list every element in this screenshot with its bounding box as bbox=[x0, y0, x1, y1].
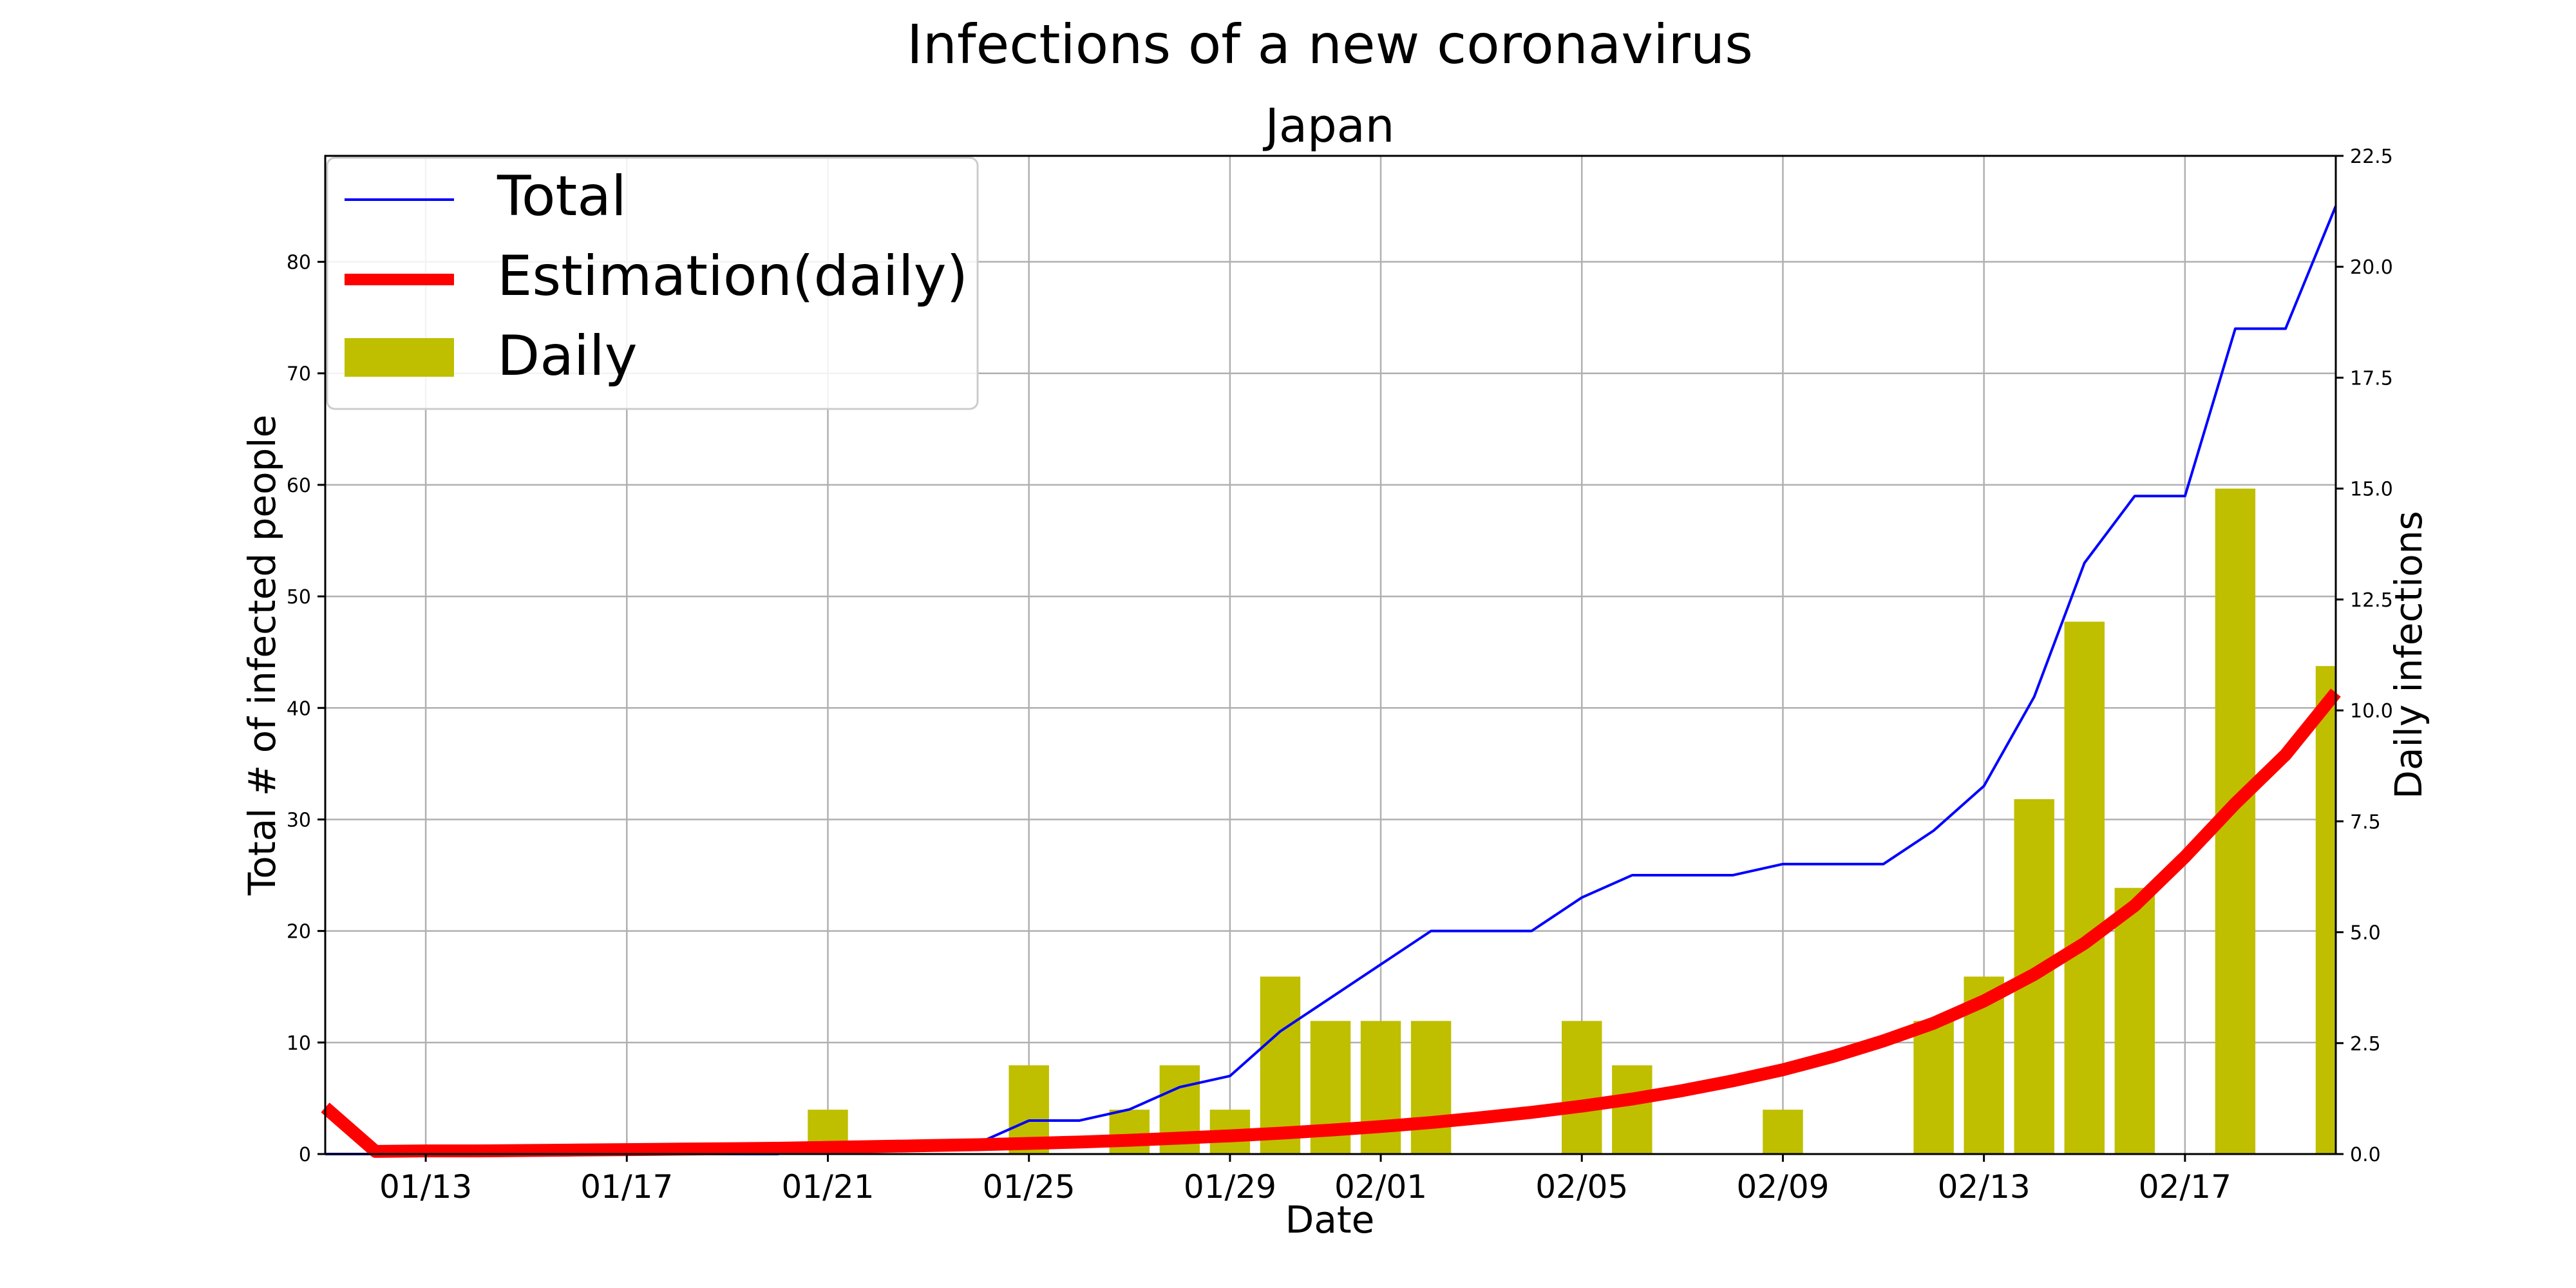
daily-bar bbox=[1260, 976, 1301, 1154]
legend-daily-label: Daily bbox=[497, 324, 638, 388]
left-tick-label: 20 bbox=[287, 921, 311, 943]
left-tick-label: 40 bbox=[287, 697, 311, 720]
right-axis-ticks: 0.0 2.5 5.0 7.5 10.0 12.5 15.0 17.5 20.0 22.5 bbox=[2336, 146, 2393, 1166]
right-tick-label: 7.5 bbox=[2350, 811, 2381, 833]
legend-daily-swatch bbox=[345, 338, 454, 377]
left-axis-ticks: 0 10 20 30 40 50 60 70 80 bbox=[287, 252, 325, 1166]
right-axis-label: Daily infections bbox=[2387, 511, 2430, 799]
daily-bar bbox=[1360, 1021, 1401, 1154]
daily-bar bbox=[2315, 666, 2336, 1154]
left-tick-label: 60 bbox=[287, 475, 311, 497]
x-axis-label: Date bbox=[1285, 1198, 1375, 1242]
right-tick-label: 5.0 bbox=[2350, 922, 2381, 945]
x-tick-label: 02/01 bbox=[1334, 1168, 1427, 1206]
daily-bar bbox=[1562, 1021, 1602, 1154]
right-tick-label: 15.0 bbox=[2350, 478, 2393, 501]
left-tick-label: 10 bbox=[287, 1032, 311, 1055]
daily-bars bbox=[808, 488, 2336, 1154]
left-tick-label: 0 bbox=[299, 1144, 311, 1166]
x-tick-label: 01/17 bbox=[580, 1168, 673, 1206]
daily-bar bbox=[1913, 1021, 1954, 1154]
x-tick-label: 02/13 bbox=[1938, 1168, 2031, 1206]
left-tick-label: 70 bbox=[287, 363, 311, 386]
x-tick-label: 02/17 bbox=[2139, 1168, 2231, 1206]
x-tick-label: 02/09 bbox=[1736, 1168, 1829, 1206]
chart-title: Infections of a new coronavirus bbox=[907, 13, 1753, 76]
plot-frame bbox=[324, 155, 2337, 1155]
daily-bar bbox=[1763, 1110, 1803, 1154]
x-tick-label: 01/25 bbox=[983, 1168, 1075, 1206]
daily-bar bbox=[1109, 1110, 1150, 1154]
x-tick-label: 01/13 bbox=[379, 1168, 472, 1206]
legend-total-label: Total bbox=[497, 164, 627, 229]
right-tick-label: 2.5 bbox=[2350, 1033, 2381, 1056]
left-axis-label: Total # of infected people bbox=[240, 415, 284, 896]
x-axis-ticks: 01/13 01/17 01/21 01/25 01/29 02/01 02/05 02/09… bbox=[379, 1154, 2231, 1206]
x-tick-label: 01/29 bbox=[1184, 1168, 1276, 1206]
right-tick-label: 0.0 bbox=[2350, 1144, 2381, 1166]
right-tick-label: 22.5 bbox=[2350, 146, 2393, 168]
legend: Total Estimation(daily) Daily bbox=[326, 156, 979, 410]
left-tick-label: 80 bbox=[287, 252, 311, 274]
right-tick-label: 20.0 bbox=[2350, 256, 2393, 279]
right-tick-label: 12.5 bbox=[2350, 589, 2393, 612]
right-tick-label: 10.0 bbox=[2350, 700, 2393, 723]
daily-bar bbox=[2114, 887, 2155, 1154]
legend-estimation-label: Estimation(daily) bbox=[497, 244, 968, 308]
daily-bar bbox=[2064, 621, 2105, 1154]
left-tick-label: 30 bbox=[287, 809, 311, 831]
left-tick-label: 50 bbox=[287, 586, 311, 609]
daily-bar bbox=[1410, 1021, 1452, 1154]
right-tick-label: 17.5 bbox=[2350, 367, 2393, 390]
estimation-line bbox=[321, 688, 2341, 1158]
chart-subtitle: Japan bbox=[1263, 99, 1395, 153]
x-tick-label: 01/21 bbox=[781, 1168, 874, 1206]
legend-frame bbox=[326, 156, 979, 410]
x-tick-label: 02/05 bbox=[1535, 1168, 1628, 1206]
daily-bar bbox=[1612, 1065, 1653, 1154]
